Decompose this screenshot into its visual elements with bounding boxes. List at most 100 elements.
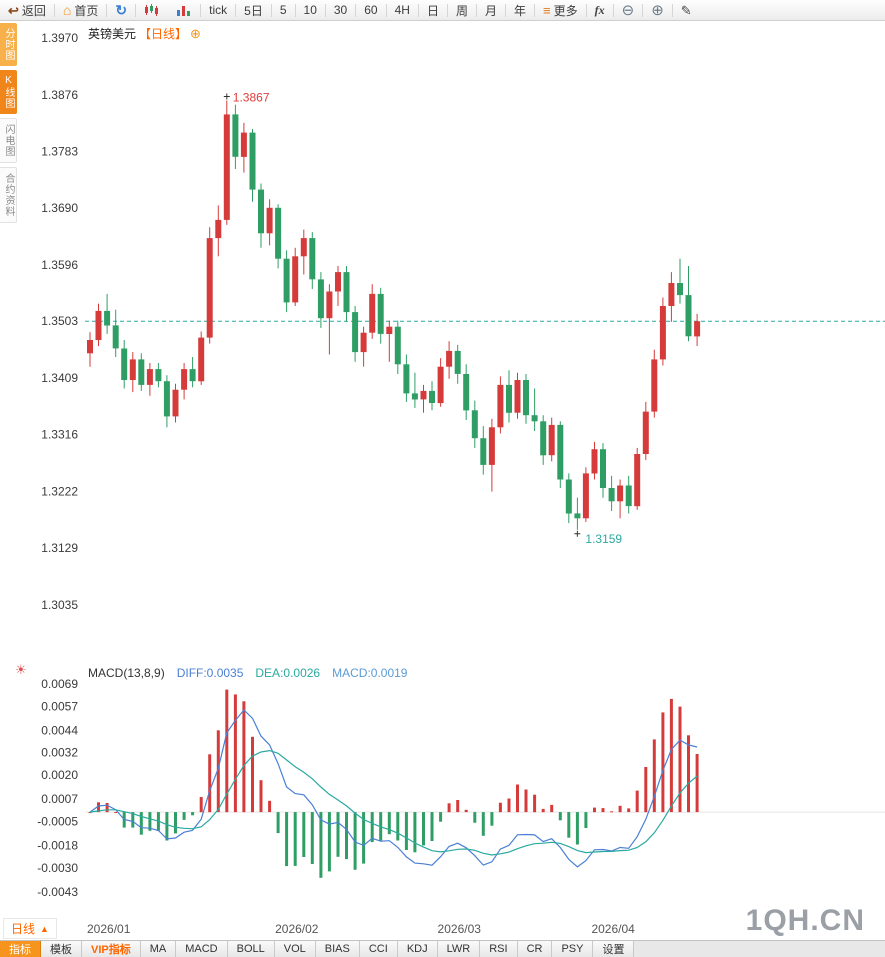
divider bbox=[446, 3, 448, 17]
tab-settings[interactable]: 设置 bbox=[593, 941, 635, 957]
svg-text:0.0032: 0.0032 bbox=[41, 746, 78, 760]
kline-chart-type-button[interactable] bbox=[136, 0, 168, 21]
zoom-out-button[interactable]: ⊖ bbox=[614, 0, 643, 21]
home-icon: ⌂ bbox=[62, 2, 72, 18]
macd-params-label: MACD(13,8,9) bbox=[88, 666, 165, 680]
divider bbox=[53, 3, 55, 17]
period-10-button[interactable]: 10 bbox=[303, 3, 317, 17]
back-button[interactable]: ↩ 返回 bbox=[0, 0, 54, 21]
formula-fx-button[interactable]: fx bbox=[594, 2, 605, 17]
svg-text:-0.0005: -0.0005 bbox=[37, 814, 78, 828]
tab-vol[interactable]: VOL bbox=[274, 941, 316, 957]
watermark: 1QH.CN bbox=[745, 904, 865, 937]
svg-text:1.3596: 1.3596 bbox=[41, 258, 78, 272]
svg-text:1.3690: 1.3690 bbox=[41, 201, 78, 215]
divider bbox=[106, 3, 108, 17]
period-month-button[interactable]: 月 bbox=[484, 3, 497, 18]
x-label-month-3: 2026/03 bbox=[437, 922, 481, 936]
svg-text:1.3409: 1.3409 bbox=[41, 371, 78, 385]
divider bbox=[642, 3, 644, 17]
x-label-month-4: 2026/04 bbox=[591, 922, 635, 936]
svg-text:0.0069: 0.0069 bbox=[41, 677, 78, 691]
home-label: 首页 bbox=[74, 3, 99, 18]
svg-text:1.3867: 1.3867 bbox=[233, 91, 270, 105]
divider bbox=[294, 3, 296, 17]
sidebar-tab-time-chart[interactable]: 分时图 bbox=[0, 23, 17, 66]
more-button[interactable]: ≡ 更多 bbox=[535, 0, 586, 21]
svg-text:1.3035: 1.3035 bbox=[41, 598, 78, 612]
svg-text:1.3159: 1.3159 bbox=[585, 532, 622, 546]
tab-ma[interactable]: MA bbox=[140, 941, 177, 957]
period-day-button[interactable]: 日 bbox=[426, 3, 439, 18]
period-year-button[interactable]: 年 bbox=[513, 3, 526, 18]
x-axis-row: 日线 ▲ 2026/01 2026/02 2026/03 2026/04 1QH… bbox=[0, 904, 885, 940]
caret-up-icon: ▲ bbox=[40, 923, 49, 934]
tab-psy[interactable]: PSY bbox=[552, 941, 594, 957]
macd-diff-value: DIFF:0.0035 bbox=[176, 666, 244, 680]
tab-kdj[interactable]: KDJ bbox=[397, 941, 438, 957]
period-30-button[interactable]: 30 bbox=[333, 3, 348, 17]
zoom-in-button[interactable]: ⊕ bbox=[643, 0, 672, 21]
divider bbox=[324, 3, 326, 17]
home-button[interactable]: ⌂ 首页 bbox=[55, 0, 106, 21]
draw-tool-button[interactable]: ✎ bbox=[673, 0, 700, 21]
period-week-button[interactable]: 周 bbox=[455, 3, 468, 18]
x-label-month-2: 2026/02 bbox=[275, 922, 319, 936]
x-label-month-1: 2026/01 bbox=[87, 922, 131, 936]
divider bbox=[475, 3, 477, 17]
divider bbox=[270, 3, 272, 17]
tab-macd[interactable]: MACD bbox=[176, 941, 228, 957]
period-5day-button[interactable]: 5日 bbox=[244, 3, 263, 18]
sidebar-tab-kline-chart[interactable]: K线图 bbox=[0, 70, 17, 114]
volume-bars-icon bbox=[177, 5, 191, 16]
period-selector-label: 日线 bbox=[11, 922, 36, 936]
more-label: 更多 bbox=[553, 3, 578, 18]
period-selector[interactable]: 日线 ▲ bbox=[3, 918, 57, 939]
sidebar-tab-contract-info[interactable]: 合约资料 bbox=[0, 167, 17, 223]
divider bbox=[200, 3, 202, 17]
period-tag: 【日线】 bbox=[139, 27, 188, 41]
period-tick-button[interactable]: tick bbox=[209, 3, 228, 17]
tab-templates[interactable]: 模板 bbox=[41, 941, 82, 957]
pencil-icon: ✎ bbox=[680, 2, 692, 18]
back-label: 返回 bbox=[21, 3, 46, 18]
svg-text:1.3222: 1.3222 bbox=[41, 485, 78, 499]
refresh-button[interactable]: ↻ bbox=[107, 0, 135, 21]
period-5-button[interactable]: 5 bbox=[279, 3, 287, 17]
tab-boll[interactable]: BOLL bbox=[227, 941, 275, 957]
bottom-tab-bar: 指标 模板 VIP指标 MA MACD BOLL VOL BIAS CCI KD… bbox=[0, 940, 885, 957]
svg-text:-0.0030: -0.0030 bbox=[37, 861, 78, 875]
add-indicator-icon[interactable]: ⊕ bbox=[190, 25, 201, 41]
svg-text:-0.0018: -0.0018 bbox=[37, 839, 78, 853]
symbol-name: 英镑美元 bbox=[88, 27, 137, 41]
tab-rsi[interactable]: RSI bbox=[480, 941, 518, 957]
svg-text:0.0057: 0.0057 bbox=[41, 699, 78, 713]
svg-text:0.0007: 0.0007 bbox=[41, 792, 78, 806]
tab-vip-indicators[interactable]: VIP指标 bbox=[82, 941, 141, 957]
svg-text:1.3129: 1.3129 bbox=[41, 541, 78, 555]
zoom-out-icon: ⊖ bbox=[621, 1, 635, 19]
divider bbox=[417, 3, 419, 17]
divider bbox=[385, 3, 387, 17]
tab-cci[interactable]: CCI bbox=[359, 941, 398, 957]
indicator-settings-icon[interactable]: ☀ bbox=[15, 662, 27, 677]
divider bbox=[235, 3, 237, 17]
tab-indicators[interactable]: 指标 bbox=[0, 941, 41, 957]
tab-lwr[interactable]: LWR bbox=[437, 941, 481, 957]
back-icon: ↩ bbox=[8, 2, 19, 18]
divider bbox=[671, 3, 673, 17]
divider bbox=[135, 3, 137, 17]
divider bbox=[504, 3, 506, 17]
chart-title: 英镑美元 【日线】 ⊕ bbox=[88, 25, 201, 42]
svg-text:1.3316: 1.3316 bbox=[41, 428, 78, 442]
sidebar-tab-lightning-chart[interactable]: 闪电图 bbox=[0, 118, 17, 163]
left-sidebar: 分时图 K线图 闪电图 合约资料 bbox=[0, 23, 17, 223]
tab-bias[interactable]: BIAS bbox=[315, 941, 360, 957]
tab-cr[interactable]: CR bbox=[517, 941, 553, 957]
period-4h-button[interactable]: 4H bbox=[394, 3, 410, 17]
divider bbox=[585, 3, 587, 17]
period-60-button[interactable]: 60 bbox=[364, 3, 378, 17]
volume-chart-type-button[interactable] bbox=[168, 0, 200, 21]
